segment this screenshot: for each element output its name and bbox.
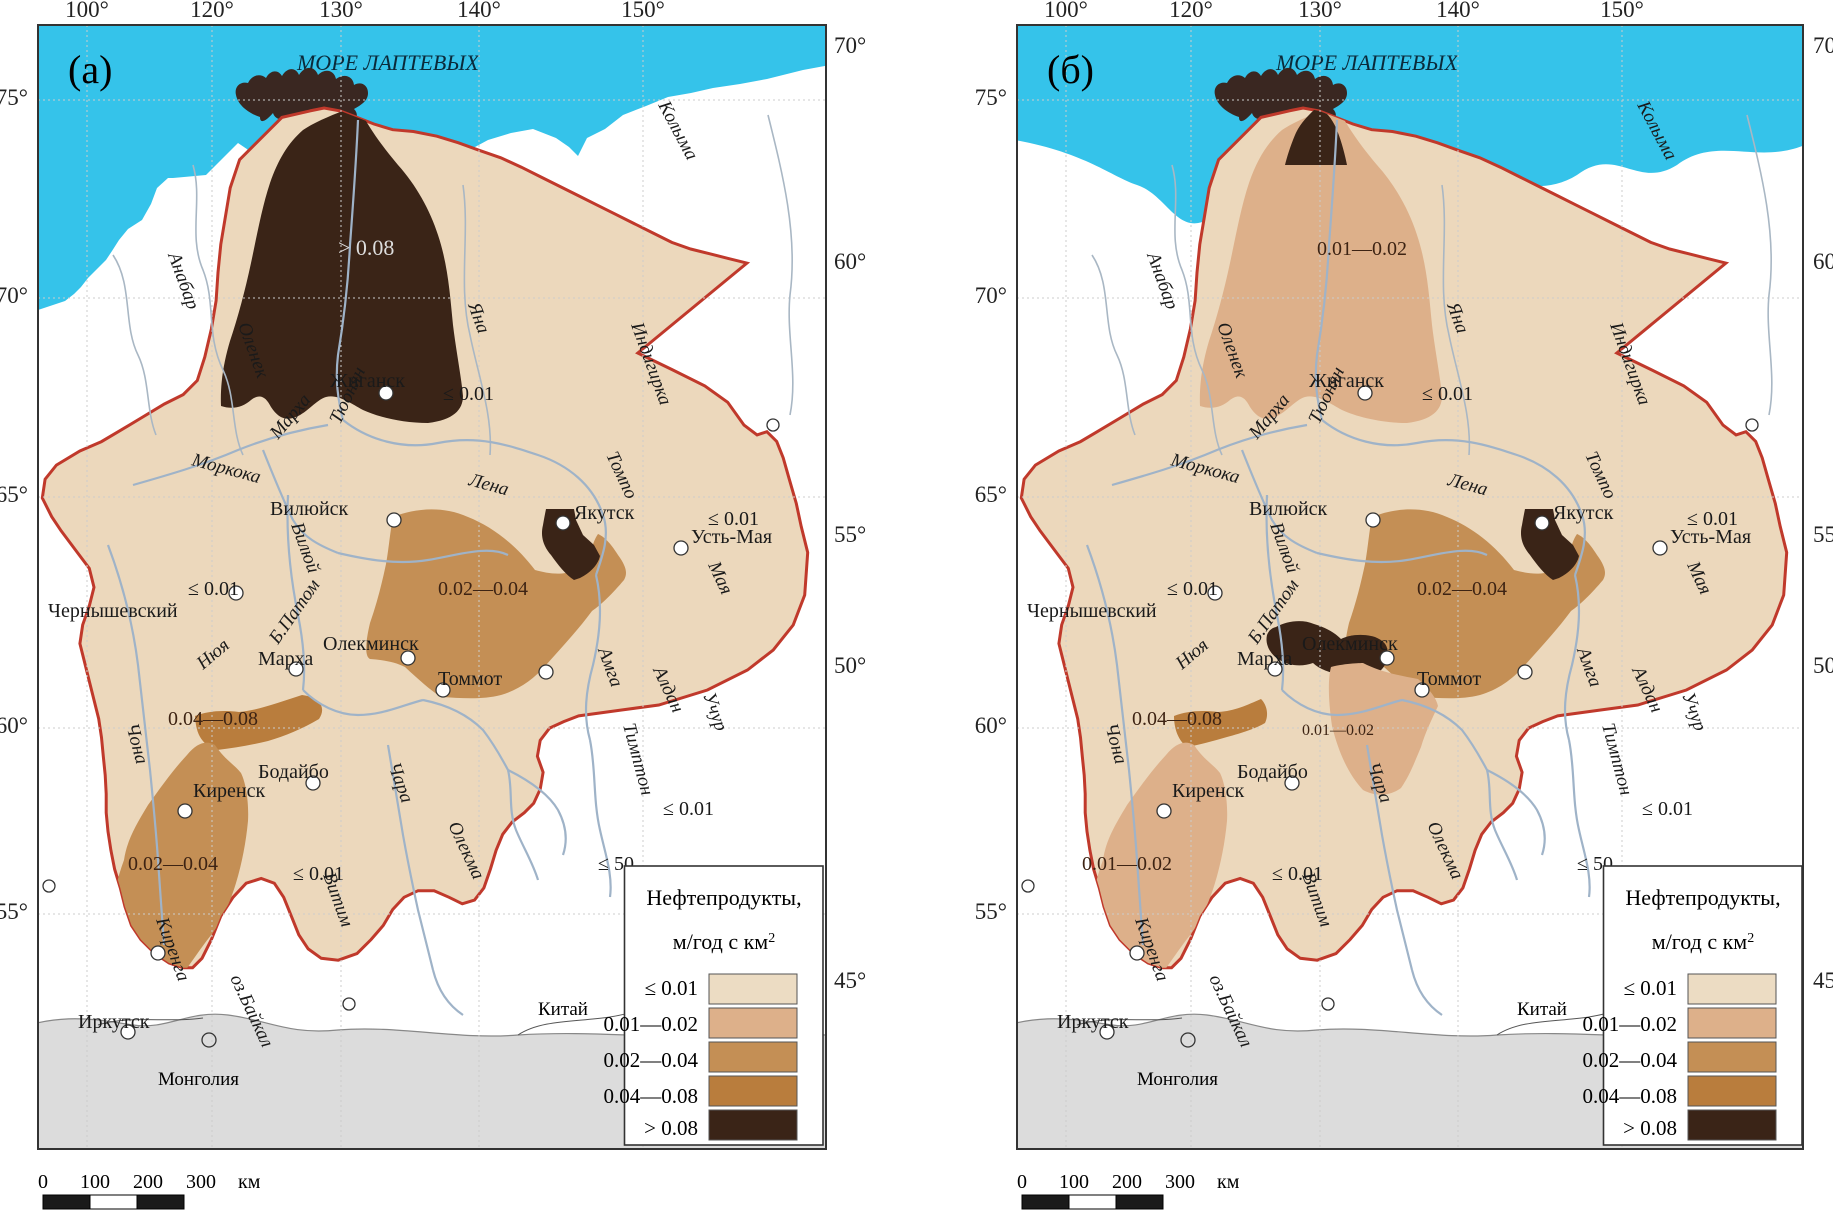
svg-text:60°: 60° (834, 249, 866, 274)
svg-text:Олекминск: Олекминск (323, 633, 419, 655)
svg-text:Чернышевский: Чернышевский (48, 600, 178, 622)
svg-text:0.04—0.08: 0.04—0.08 (1132, 708, 1222, 730)
svg-text:≤ 0.01: ≤ 0.01 (1422, 383, 1473, 405)
svg-text:Марха: Марха (1237, 648, 1292, 670)
svg-text:≤ 0.01: ≤ 0.01 (293, 863, 344, 885)
svg-text:МОРЕ ЛАПТЕВЫХ: МОРЕ ЛАПТЕВЫХ (1275, 50, 1460, 75)
svg-text:300: 300 (186, 1171, 216, 1193)
svg-text:65°: 65° (975, 482, 1007, 507)
svg-text:0.02—0.04: 0.02—0.04 (1417, 578, 1507, 600)
svg-text:Иркутск: Иркутск (78, 1011, 150, 1033)
svg-text:0: 0 (38, 1171, 48, 1193)
svg-text:0.01—0.02: 0.01—0.02 (1082, 853, 1172, 875)
svg-text:45°: 45° (1813, 968, 1833, 993)
svg-text:70°: 70° (0, 283, 28, 308)
svg-text:Бодайбо: Бодайбо (258, 761, 329, 783)
svg-text:300: 300 (1165, 1171, 1195, 1193)
svg-text:0.02—0.04: 0.02—0.04 (128, 853, 218, 875)
svg-text:> 0.08: > 0.08 (338, 235, 394, 260)
svg-text:60°: 60° (1813, 249, 1833, 274)
svg-text:0.02—0.04: 0.02—0.04 (1583, 1048, 1678, 1072)
svg-text:0.02—0.04: 0.02—0.04 (438, 578, 528, 600)
svg-text:150°: 150° (621, 0, 665, 22)
svg-text:Китай: Китай (1517, 999, 1567, 1020)
svg-text:70°: 70° (1813, 33, 1833, 58)
svg-text:Монголия: Монголия (158, 1069, 239, 1090)
svg-text:≤ 0.01: ≤ 0.01 (1623, 976, 1677, 1000)
svg-text:100: 100 (1059, 1171, 1089, 1193)
svg-text:≤ 0.01: ≤ 0.01 (188, 578, 239, 600)
svg-text:100°: 100° (1044, 0, 1088, 22)
svg-text:0.01—0.02: 0.01—0.02 (1302, 722, 1374, 739)
svg-text:0.04—0.08: 0.04—0.08 (604, 1084, 699, 1108)
svg-text:(а): (а) (68, 47, 112, 92)
svg-text:55°: 55° (834, 522, 866, 547)
svg-text:75°: 75° (0, 85, 28, 110)
svg-text:50°: 50° (834, 653, 866, 678)
svg-text:55°: 55° (1813, 522, 1833, 547)
svg-text:> 0.08: > 0.08 (644, 1116, 698, 1140)
svg-text:км: км (1217, 1171, 1240, 1193)
svg-text:50°: 50° (1813, 653, 1833, 678)
svg-text:Томмот: Томмот (438, 668, 502, 690)
svg-text:≤ 0.01: ≤ 0.01 (663, 798, 714, 820)
svg-text:Нефтепродукты,: Нефтепродукты, (1625, 885, 1780, 910)
svg-text:140°: 140° (457, 0, 501, 22)
svg-text:Якутск: Якутск (574, 502, 635, 524)
svg-text:Киренск: Киренск (193, 780, 266, 802)
svg-text:Якутск: Якутск (1553, 502, 1614, 524)
svg-text:≤ 0.01: ≤ 0.01 (1167, 578, 1218, 600)
svg-text:130°: 130° (1298, 0, 1342, 22)
svg-text:120°: 120° (1169, 0, 1213, 22)
svg-text:Киренск: Киренск (1172, 780, 1245, 802)
svg-text:≤ 0.01: ≤ 0.01 (644, 976, 698, 1000)
svg-text:70°: 70° (834, 33, 866, 58)
svg-text:Китай: Китай (538, 999, 588, 1020)
svg-text:45°: 45° (834, 968, 866, 993)
svg-text:100: 100 (80, 1171, 110, 1193)
svg-text:65°: 65° (0, 482, 28, 507)
svg-text:75°: 75° (975, 85, 1007, 110)
svg-text:55°: 55° (975, 899, 1007, 924)
svg-text:Олекминск: Олекминск (1302, 633, 1398, 655)
svg-text:Нефтепродукты,: Нефтепродукты, (646, 885, 801, 910)
svg-text:км: км (238, 1171, 261, 1193)
svg-text:100°: 100° (65, 0, 109, 22)
svg-text:МОРЕ ЛАПТЕВЫХ: МОРЕ ЛАПТЕВЫХ (296, 50, 481, 75)
svg-text:140°: 140° (1436, 0, 1480, 22)
svg-text:0: 0 (1017, 1171, 1027, 1193)
svg-text:Иркутск: Иркутск (1057, 1011, 1129, 1033)
svg-text:Бодайбо: Бодайбо (1237, 761, 1308, 783)
svg-text:м/год с км2: м/год с км2 (673, 929, 775, 954)
svg-text:60°: 60° (0, 713, 28, 738)
svg-text:≤ 0.01: ≤ 0.01 (1642, 798, 1693, 820)
svg-text:≤ 0.01: ≤ 0.01 (1687, 508, 1738, 530)
svg-text:Марха: Марха (258, 648, 313, 670)
svg-text:60°: 60° (975, 713, 1007, 738)
svg-text:≤ 0.01: ≤ 0.01 (443, 383, 494, 405)
svg-text:0.04—0.08: 0.04—0.08 (168, 708, 258, 730)
svg-text:≤ 0.01: ≤ 0.01 (708, 508, 759, 530)
svg-text:200: 200 (1112, 1171, 1142, 1193)
svg-text:0.01—0.02: 0.01—0.02 (604, 1012, 699, 1036)
svg-text:200: 200 (133, 1171, 163, 1193)
svg-text:55°: 55° (0, 899, 28, 924)
svg-text:70°: 70° (975, 283, 1007, 308)
svg-text:Вилюйск: Вилюйск (270, 498, 349, 520)
svg-text:0.04—0.08: 0.04—0.08 (1583, 1084, 1678, 1108)
svg-text:0.01—0.02: 0.01—0.02 (1317, 238, 1407, 260)
svg-text:≤ 0.01: ≤ 0.01 (1272, 863, 1323, 885)
svg-text:Вилюйск: Вилюйск (1249, 498, 1328, 520)
svg-text:0.01—0.02: 0.01—0.02 (1583, 1012, 1678, 1036)
svg-text:120°: 120° (190, 0, 234, 22)
svg-text:Томмот: Томмот (1417, 668, 1481, 690)
svg-text:м/год с км2: м/год с км2 (1652, 929, 1754, 954)
svg-text:Чернышевский: Чернышевский (1027, 600, 1157, 622)
svg-text:130°: 130° (319, 0, 363, 22)
svg-text:150°: 150° (1600, 0, 1644, 22)
svg-text:> 0.08: > 0.08 (1623, 1116, 1677, 1140)
svg-text:Монголия: Монголия (1137, 1069, 1218, 1090)
svg-text:(б): (б) (1047, 47, 1094, 92)
svg-text:0.02—0.04: 0.02—0.04 (604, 1048, 699, 1072)
